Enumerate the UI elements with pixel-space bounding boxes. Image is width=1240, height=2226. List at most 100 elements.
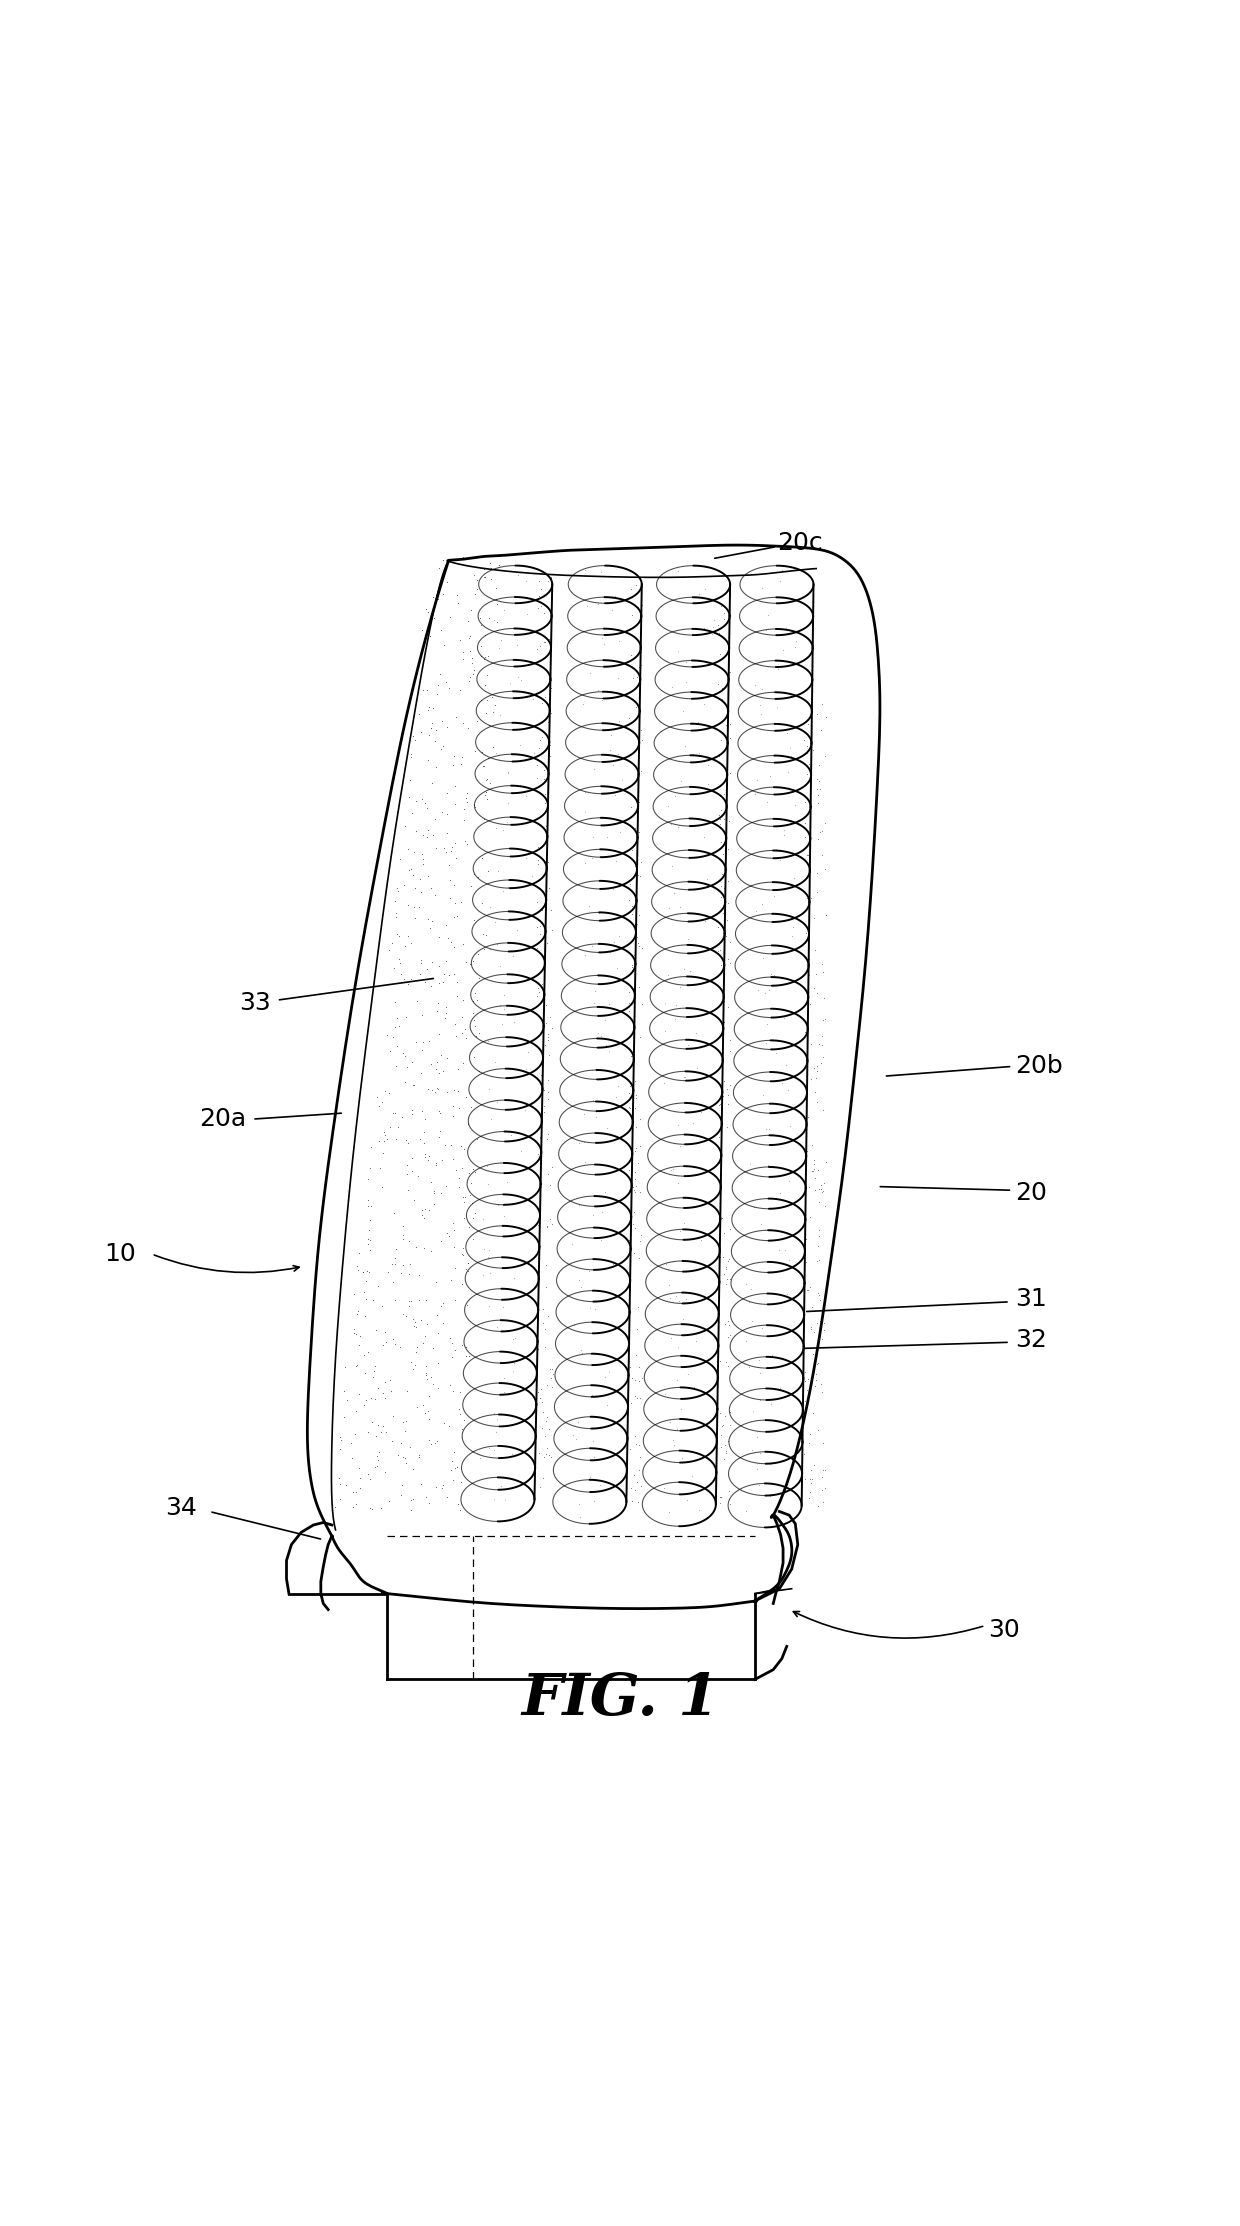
- Point: [429, 1120, 449, 1155]
- Point: [779, 755, 799, 790]
- Point: [753, 670, 773, 706]
- Point: [370, 1434, 389, 1469]
- Point: [444, 1434, 464, 1469]
- Point: [712, 681, 732, 717]
- Point: [505, 1004, 525, 1040]
- Point: [459, 1253, 479, 1289]
- Point: [475, 639, 495, 674]
- Point: [477, 639, 497, 674]
- Point: [480, 706, 500, 741]
- Point: [539, 1438, 559, 1474]
- Point: [714, 597, 734, 632]
- Point: [712, 670, 732, 706]
- Point: [539, 737, 559, 772]
- Point: [799, 699, 818, 735]
- Point: [331, 1422, 351, 1458]
- Point: [477, 1240, 497, 1275]
- Point: [620, 1091, 640, 1126]
- Point: [756, 1006, 776, 1042]
- Point: [683, 1189, 703, 1224]
- Point: [630, 1173, 650, 1209]
- Point: [453, 1231, 472, 1267]
- Point: [456, 1329, 476, 1365]
- Point: [480, 1255, 500, 1291]
- Point: [658, 1494, 678, 1529]
- Point: [393, 1247, 413, 1282]
- Text: FIG. 1: FIG. 1: [521, 1672, 719, 1727]
- Point: [750, 1356, 770, 1391]
- Point: [810, 1171, 830, 1206]
- Point: [453, 1327, 472, 1362]
- Point: [429, 964, 449, 999]
- Point: [445, 786, 465, 821]
- Point: [412, 1198, 432, 1233]
- Point: [671, 1213, 691, 1249]
- Point: [534, 1440, 554, 1476]
- Point: [680, 953, 699, 988]
- Point: [684, 674, 704, 710]
- Point: [538, 1155, 558, 1191]
- Point: [810, 1278, 830, 1313]
- Point: [383, 1322, 403, 1358]
- Point: [413, 1193, 433, 1229]
- Point: [439, 957, 459, 993]
- Point: [775, 1231, 795, 1267]
- Point: [663, 1422, 683, 1458]
- Point: [454, 1180, 474, 1215]
- Point: [527, 884, 547, 919]
- Point: [599, 1353, 619, 1389]
- Point: [388, 1438, 408, 1474]
- Point: [529, 1380, 549, 1416]
- Point: [584, 1438, 604, 1474]
- Point: [541, 561, 560, 597]
- Point: [661, 1320, 681, 1356]
- Point: [542, 1011, 562, 1046]
- Point: [444, 748, 464, 784]
- Point: [718, 1320, 738, 1356]
- Point: [467, 1436, 487, 1471]
- Point: [813, 1173, 833, 1209]
- Point: [683, 1182, 703, 1218]
- Point: [414, 1115, 434, 1151]
- Point: [625, 1378, 645, 1414]
- Point: [795, 1362, 815, 1398]
- Point: [464, 1002, 484, 1037]
- Point: [541, 661, 560, 697]
- Point: [714, 1004, 734, 1040]
- Point: [671, 1391, 691, 1427]
- Point: [498, 755, 518, 790]
- Point: [542, 913, 562, 948]
- Point: [404, 835, 424, 870]
- Point: [373, 1409, 393, 1445]
- Point: [424, 1173, 444, 1209]
- Point: [485, 904, 505, 939]
- Point: [346, 1393, 366, 1429]
- Point: [714, 942, 734, 977]
- Point: [621, 1200, 641, 1235]
- Point: [455, 1180, 475, 1215]
- Point: [797, 879, 817, 915]
- Point: [718, 864, 738, 899]
- Point: [465, 1153, 485, 1189]
- Point: [477, 781, 497, 817]
- Point: [606, 1080, 626, 1115]
- Point: [461, 1089, 481, 1124]
- Point: [758, 1146, 777, 1182]
- Point: [491, 623, 511, 659]
- Point: [605, 924, 625, 959]
- Point: [720, 1068, 740, 1104]
- Point: [719, 1318, 739, 1353]
- Point: [536, 679, 556, 715]
- Point: [598, 819, 618, 855]
- Point: [358, 1227, 378, 1262]
- Point: [486, 810, 506, 846]
- Point: [417, 672, 436, 708]
- Point: [418, 1362, 438, 1398]
- Point: [480, 930, 500, 966]
- Point: [611, 761, 631, 797]
- Point: [595, 1026, 615, 1062]
- Point: [745, 777, 765, 812]
- Point: [801, 1309, 821, 1345]
- Point: [413, 1093, 433, 1129]
- Point: [691, 1095, 711, 1131]
